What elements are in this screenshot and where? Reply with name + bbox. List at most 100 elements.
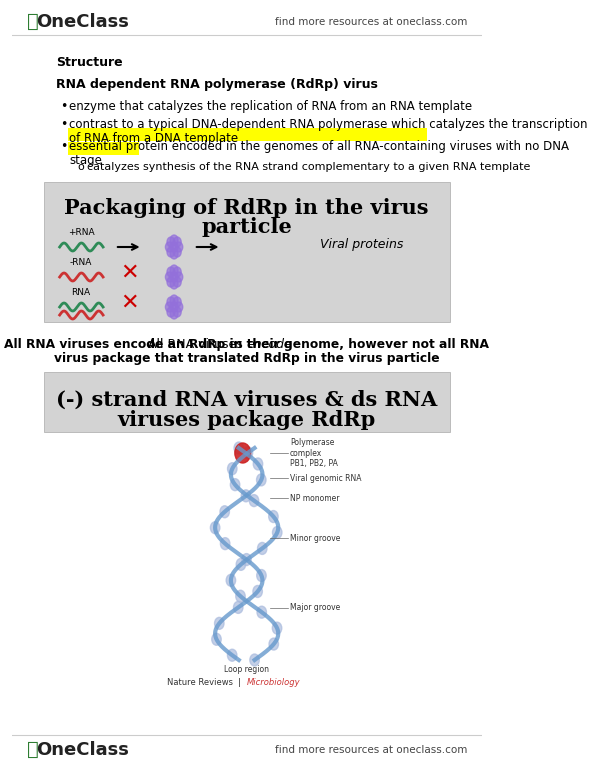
- Circle shape: [173, 307, 181, 317]
- Circle shape: [165, 272, 173, 282]
- Text: OneClass: OneClass: [36, 13, 129, 31]
- Circle shape: [170, 309, 178, 319]
- FancyBboxPatch shape: [68, 128, 427, 141]
- Circle shape: [173, 237, 181, 247]
- Circle shape: [257, 606, 267, 618]
- Circle shape: [269, 638, 278, 650]
- Text: Polymerase
complex
PB1, PB2, PA: Polymerase complex PB1, PB2, PA: [290, 438, 338, 468]
- Circle shape: [249, 494, 259, 507]
- Text: RNA dependent RNA polymerase (RdRp) virus: RNA dependent RNA polymerase (RdRp) viru…: [56, 78, 378, 91]
- Circle shape: [241, 490, 250, 502]
- Text: •: •: [60, 100, 67, 113]
- Text: find more resources at oneclass.com: find more resources at oneclass.com: [275, 17, 468, 27]
- Circle shape: [170, 235, 178, 245]
- Circle shape: [170, 249, 178, 259]
- Circle shape: [173, 247, 181, 257]
- Circle shape: [235, 443, 250, 463]
- Text: ✕: ✕: [120, 263, 139, 283]
- Text: NP monomer: NP monomer: [290, 494, 340, 503]
- Circle shape: [236, 591, 245, 602]
- Text: contrast to a typical DNA-dependent RNA polymerase which catalyzes the transcrip: contrast to a typical DNA-dependent RNA …: [69, 118, 588, 131]
- Circle shape: [220, 506, 230, 517]
- Circle shape: [212, 633, 221, 645]
- Text: virus package that translated RdRp in the virus particle: virus package that translated RdRp in th…: [54, 352, 440, 365]
- Circle shape: [170, 265, 178, 275]
- Circle shape: [233, 601, 243, 614]
- Text: Viral proteins: Viral proteins: [320, 237, 403, 250]
- Circle shape: [250, 654, 259, 666]
- Circle shape: [173, 267, 181, 277]
- Text: Microbiology: Microbiology: [247, 678, 300, 687]
- FancyBboxPatch shape: [68, 142, 139, 155]
- Text: particle: particle: [201, 217, 292, 237]
- Circle shape: [173, 277, 181, 287]
- Circle shape: [226, 574, 236, 586]
- Circle shape: [167, 307, 175, 317]
- Text: (-) strand RNA viruses & ds RNA: (-) strand RNA viruses & ds RNA: [56, 390, 437, 410]
- Circle shape: [211, 522, 220, 534]
- Circle shape: [165, 302, 173, 312]
- Circle shape: [269, 511, 278, 523]
- Circle shape: [167, 247, 175, 257]
- Circle shape: [230, 479, 240, 490]
- Circle shape: [273, 527, 282, 538]
- Circle shape: [234, 442, 243, 454]
- Circle shape: [253, 585, 262, 598]
- FancyBboxPatch shape: [44, 182, 450, 322]
- Circle shape: [167, 237, 175, 247]
- Circle shape: [170, 242, 178, 252]
- Circle shape: [236, 558, 246, 571]
- Text: o: o: [77, 162, 84, 172]
- Text: Major groove: Major groove: [290, 604, 340, 612]
- Circle shape: [258, 542, 267, 554]
- Text: find more resources at oneclass.com: find more resources at oneclass.com: [275, 745, 468, 755]
- Text: Loop region: Loop region: [224, 665, 269, 674]
- Text: •: •: [60, 140, 67, 153]
- Text: -RNA: -RNA: [70, 258, 92, 267]
- Text: +RNA: +RNA: [68, 228, 94, 237]
- Circle shape: [173, 297, 181, 307]
- Circle shape: [167, 277, 175, 287]
- Text: of RNA from a DNA template: of RNA from a DNA template: [69, 132, 238, 145]
- Circle shape: [175, 272, 183, 282]
- Text: OneClass: OneClass: [36, 741, 129, 759]
- Circle shape: [242, 554, 251, 566]
- Circle shape: [243, 447, 253, 459]
- Text: encode: encode: [247, 338, 292, 351]
- Text: enzyme that catalyzes the replication of RNA from an RNA template: enzyme that catalyzes the replication of…: [69, 100, 472, 113]
- Circle shape: [273, 622, 282, 634]
- Circle shape: [175, 242, 183, 252]
- Circle shape: [170, 272, 178, 282]
- Circle shape: [170, 302, 178, 312]
- Circle shape: [256, 570, 266, 581]
- Text: viruses package RdRp: viruses package RdRp: [118, 410, 376, 430]
- Text: Packaging of RdRp in the virus: Packaging of RdRp in the virus: [64, 198, 429, 218]
- Circle shape: [167, 267, 175, 277]
- Circle shape: [220, 537, 230, 550]
- Text: RNA: RNA: [71, 288, 90, 297]
- Text: All RNA viruses ⁠encode⁠ an RdRp in their genome, however not all RNA: All RNA viruses ⁠encode⁠ an RdRp in thei…: [4, 338, 489, 351]
- Text: Minor groove: Minor groove: [290, 534, 340, 543]
- Circle shape: [253, 458, 263, 470]
- Circle shape: [175, 302, 183, 312]
- Text: stage: stage: [69, 154, 102, 167]
- Text: ❧: ❧: [27, 13, 38, 31]
- Circle shape: [170, 279, 178, 289]
- Circle shape: [170, 295, 178, 305]
- Text: •: •: [60, 118, 67, 131]
- Text: All RNA viruses: All RNA viruses: [148, 338, 247, 351]
- Text: Viral genomic RNA: Viral genomic RNA: [290, 474, 362, 483]
- Text: essential protein encoded in the genomes of all RNA-containing viruses with no D: essential protein encoded in the genomes…: [69, 140, 569, 153]
- FancyBboxPatch shape: [44, 372, 450, 432]
- Circle shape: [256, 474, 266, 486]
- Circle shape: [215, 618, 224, 629]
- Circle shape: [227, 463, 237, 475]
- Text: Nature Reviews  |: Nature Reviews |: [167, 678, 247, 687]
- Circle shape: [165, 242, 173, 252]
- Text: ✕: ✕: [120, 293, 139, 313]
- Text: Structure: Structure: [56, 55, 123, 69]
- Circle shape: [167, 297, 175, 307]
- Circle shape: [227, 649, 237, 661]
- Text: catalyzes synthesis of the RNA strand complementary to a given RNA template: catalyzes synthesis of the RNA strand co…: [87, 162, 531, 172]
- Text: ❧: ❧: [27, 741, 38, 759]
